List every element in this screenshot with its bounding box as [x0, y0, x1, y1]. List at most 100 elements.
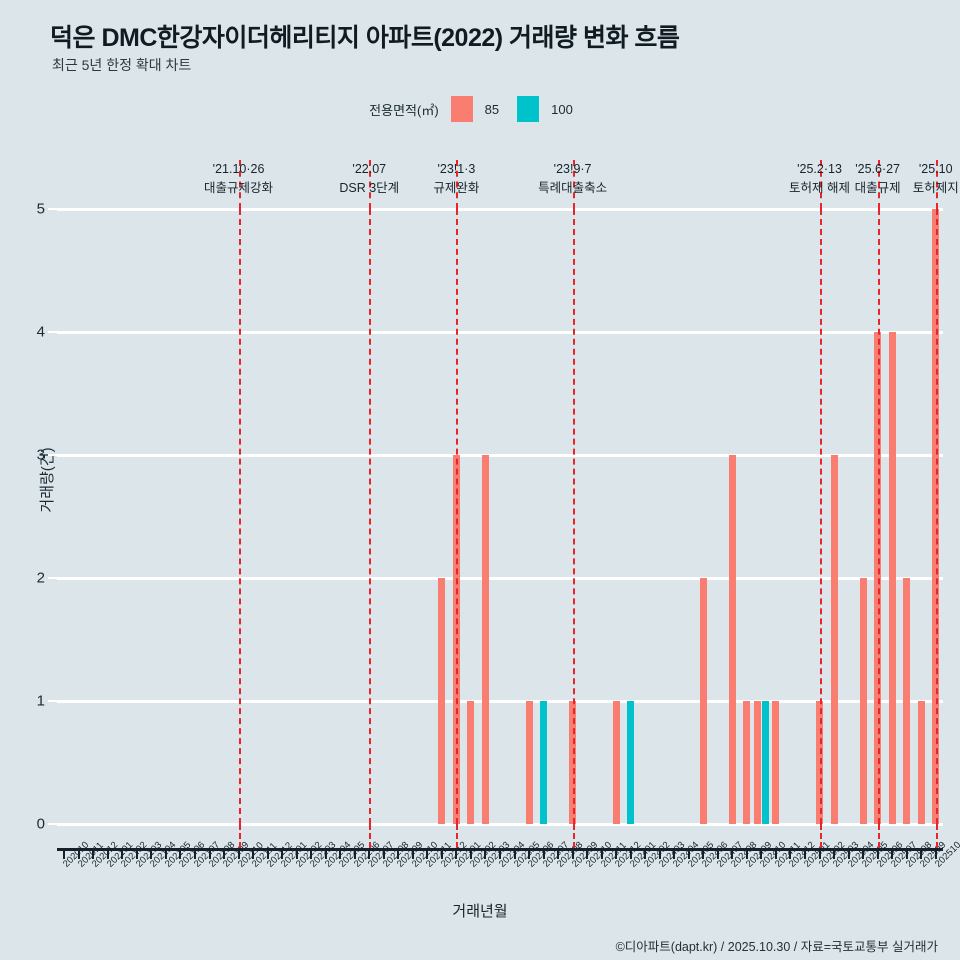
annotation-date: '21.10·26: [212, 162, 265, 176]
x-tick-mark: [542, 848, 545, 859]
x-tick-mark: [193, 848, 196, 859]
bar-85[interactable]: [467, 701, 475, 824]
bar-85[interactable]: [772, 701, 780, 824]
x-tick-mark: [455, 848, 458, 859]
x-tick-mark: [847, 848, 850, 859]
x-tick-mark: [760, 848, 763, 859]
x-tick-mark: [150, 848, 153, 859]
annotation-text: 특례대출축소: [538, 181, 608, 196]
x-axis-title: 거래년월: [452, 903, 508, 920]
x-tick-mark: [920, 848, 923, 859]
annotation-line-extension: [572, 160, 575, 209]
x-tick-mark: [702, 848, 705, 859]
x-tick-mark: [629, 848, 632, 859]
gridline: [57, 453, 943, 457]
x-tick-mark: [237, 848, 240, 859]
gridline: [57, 699, 943, 703]
chart-legend: 전용면적(㎡) 85 100: [0, 96, 960, 122]
page-subtitle: 최근 5년 한정 확대 차트: [52, 57, 192, 73]
annotation-line: [819, 209, 822, 824]
bar-85[interactable]: [438, 578, 446, 824]
annotation-line-extension: [572, 824, 575, 848]
annotation-text: 대출규제강화: [204, 181, 274, 196]
x-tick-mark: [891, 848, 894, 859]
bar-85[interactable]: [699, 578, 707, 824]
legend-item-100[interactable]: 100: [517, 96, 573, 122]
bar-85[interactable]: [481, 455, 489, 824]
x-tick-mark: [295, 848, 298, 859]
bar-85[interactable]: [525, 701, 533, 824]
annotation-line: [935, 209, 938, 824]
x-tick-mark: [600, 848, 603, 859]
bar-85[interactable]: [859, 578, 867, 824]
bar-85[interactable]: [612, 701, 620, 824]
annotation-line-extension: [369, 160, 372, 209]
bar-85[interactable]: [903, 578, 911, 824]
legend-label-85: 85: [484, 101, 500, 117]
annotation-line: [572, 209, 575, 824]
y-tick-label: 1: [36, 692, 45, 710]
bar-85[interactable]: [743, 701, 751, 824]
annotation-label: '23!9·7 특례대출축소: [538, 160, 607, 199]
x-tick-mark: [731, 848, 734, 859]
page-title: 덕은 DMC한강자이더헤리티지 아파트(2022) 거래량 변화 흐름: [50, 24, 680, 52]
x-tick-mark: [77, 848, 80, 859]
x-tick-mark: [121, 848, 124, 859]
bar-100[interactable]: [761, 701, 769, 824]
annotation-date: '25.10: [918, 162, 953, 176]
x-tick-mark: [63, 848, 66, 859]
gridline: [57, 330, 943, 334]
gridline: [57, 822, 943, 826]
annotation-label: '23!1·3 규제완화: [433, 160, 479, 199]
annotation-date: '25.6·27: [855, 162, 901, 176]
annotation-line-extension: [935, 160, 938, 209]
y-tick-label: 3: [36, 446, 45, 464]
y-tick-mark: [48, 331, 57, 333]
footer-credit: ©디아파트(dapt.kr) / 2025.10.30 / 자료=국토교통부 실…: [615, 940, 938, 954]
x-tick-mark: [106, 848, 109, 859]
x-tick-mark: [339, 848, 342, 859]
x-tick-mark: [411, 848, 414, 859]
legend-swatch-85: [450, 96, 473, 122]
annotation-label: '25.6·27 대출규제: [855, 160, 901, 199]
bar-100[interactable]: [627, 701, 635, 824]
x-tick-mark: [716, 848, 719, 859]
y-tick-label: 5: [36, 200, 45, 218]
x-tick-mark: [179, 848, 182, 859]
x-tick-mark: [310, 848, 313, 859]
y-tick-label: 4: [36, 323, 45, 341]
bar-85[interactable]: [728, 455, 736, 824]
x-tick-mark: [876, 848, 879, 859]
legend-title: 전용면적(㎡): [369, 102, 439, 118]
annotation-date: '25.2·13: [797, 162, 842, 176]
x-tick-mark: [644, 848, 647, 859]
y-tick-mark: [48, 577, 57, 579]
annotation-date: '23!1·3: [437, 162, 476, 176]
bar-85[interactable]: [917, 701, 925, 824]
x-tick-mark: [382, 848, 385, 859]
x-tick-mark: [789, 848, 792, 859]
legend-item-85[interactable]: 85: [450, 96, 500, 122]
x-tick-mark: [528, 848, 531, 859]
annotation-line-extension: [819, 160, 822, 209]
annotation-line-extension: [935, 824, 938, 848]
bar-85[interactable]: [753, 701, 761, 824]
annotation-label: '25.10 토허제지: [913, 160, 959, 199]
annotation-label: '21.10·26 대출규제강화: [204, 160, 273, 199]
legend-label-100: 100: [551, 101, 573, 117]
x-tick-mark: [324, 848, 327, 859]
annotation-line: [369, 209, 372, 824]
bar-85[interactable]: [888, 332, 896, 824]
x-tick-mark: [281, 848, 284, 859]
annotation-text: 토허제지: [912, 181, 959, 196]
y-tick-mark: [48, 208, 57, 210]
bar-100[interactable]: [540, 701, 548, 824]
annotation-line-extension: [456, 160, 459, 209]
annotation-line-extension: [456, 824, 459, 848]
bar-85[interactable]: [830, 455, 838, 824]
annotation-text: 대출규제: [854, 181, 901, 196]
x-tick-mark: [208, 848, 211, 859]
y-tick-label: 0: [36, 815, 45, 833]
x-tick-mark: [353, 848, 356, 859]
x-tick-mark: [673, 848, 676, 859]
